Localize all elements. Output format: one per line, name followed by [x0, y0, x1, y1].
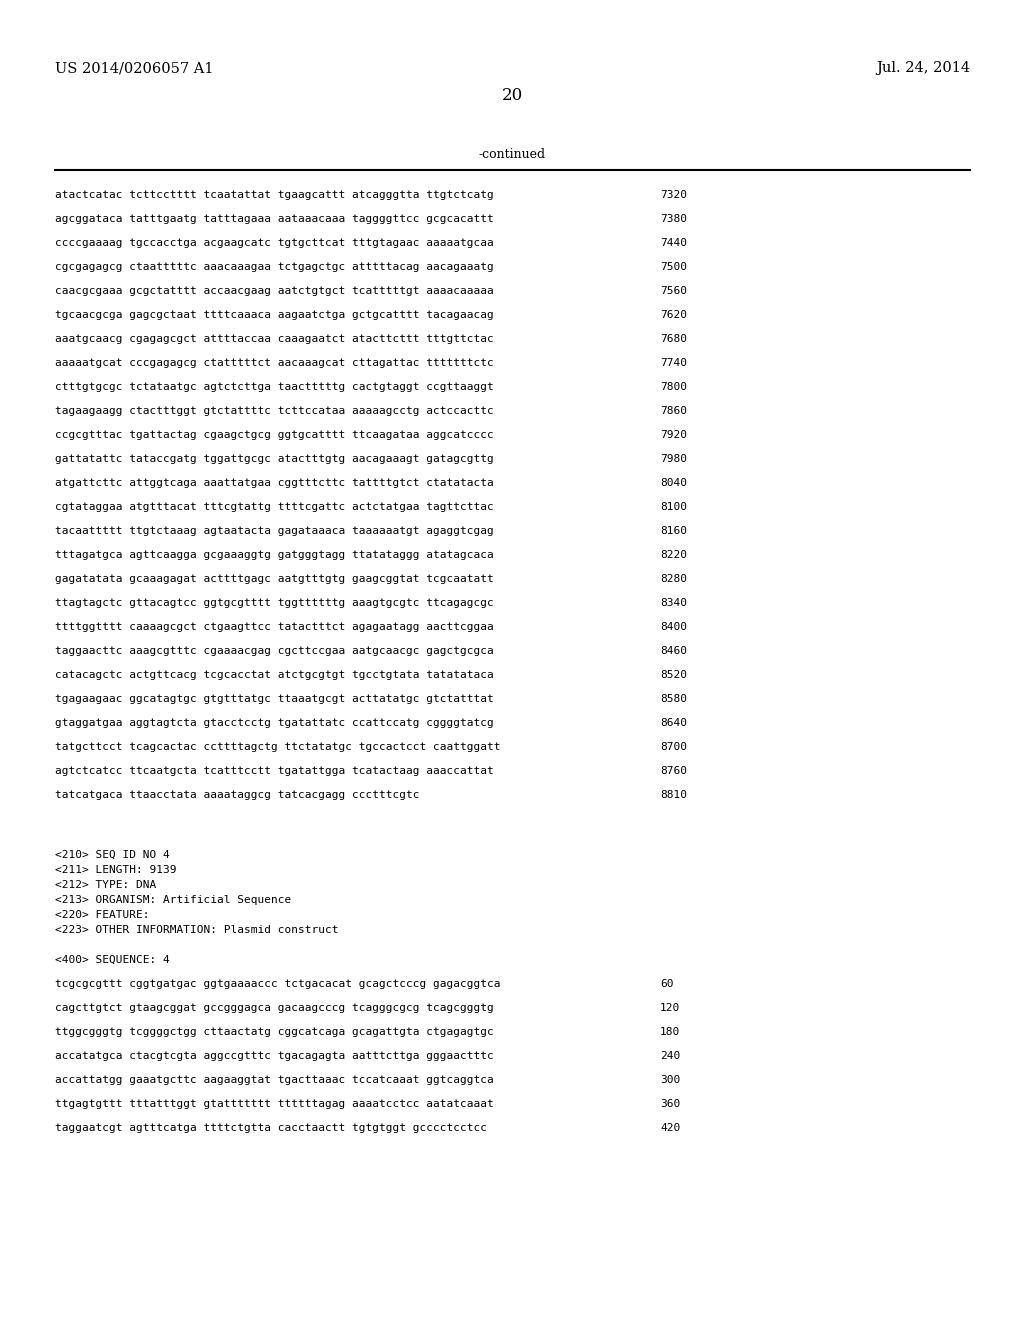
- Text: 180: 180: [660, 1027, 680, 1038]
- Text: taggaatcgt agtttcatga ttttctgtta cacctaactt tgtgtggt gcccctcctcc: taggaatcgt agtttcatga ttttctgtta cacctaa…: [55, 1123, 487, 1133]
- Text: <400> SEQUENCE: 4: <400> SEQUENCE: 4: [55, 954, 170, 965]
- Text: agtctcatcc ttcaatgcta tcatttcctt tgatattgga tcatactaag aaaccattat: agtctcatcc ttcaatgcta tcatttcctt tgatatt…: [55, 766, 494, 776]
- Text: 7740: 7740: [660, 358, 687, 368]
- Text: <212> TYPE: DNA: <212> TYPE: DNA: [55, 880, 157, 890]
- Text: 8340: 8340: [660, 598, 687, 609]
- Text: 8520: 8520: [660, 671, 687, 680]
- Text: 7920: 7920: [660, 430, 687, 440]
- Text: caacgcgaaa gcgctatttt accaacgaag aatctgtgct tcatttttgt aaaacaaaaa: caacgcgaaa gcgctatttt accaacgaag aatctgt…: [55, 286, 494, 296]
- Text: 8280: 8280: [660, 574, 687, 583]
- Text: Jul. 24, 2014: Jul. 24, 2014: [876, 61, 970, 75]
- Text: 300: 300: [660, 1074, 680, 1085]
- Text: tgcaacgcga gagcgctaat ttttcaaaca aagaatctga gctgcatttt tacagaacag: tgcaacgcga gagcgctaat ttttcaaaca aagaatc…: [55, 310, 494, 319]
- Text: 7800: 7800: [660, 381, 687, 392]
- Text: ccccgaaaag tgccacctga acgaagcatc tgtgcttcat tttgtagaac aaaaatgcaa: ccccgaaaag tgccacctga acgaagcatc tgtgctt…: [55, 238, 494, 248]
- Text: atactcatac tcttcctttt tcaatattat tgaagcattt atcagggtta ttgtctcatg: atactcatac tcttcctttt tcaatattat tgaagca…: [55, 190, 494, 201]
- Text: ttttggtttt caaaagcgct ctgaagttcc tatactttct agagaatagg aacttcggaa: ttttggtttt caaaagcgct ctgaagttcc tatactt…: [55, 622, 494, 632]
- Text: aaatgcaacg cgagagcgct attttaccaa caaagaatct atacttcttt tttgttctac: aaatgcaacg cgagagcgct attttaccaa caaagaa…: [55, 334, 494, 345]
- Text: 8040: 8040: [660, 478, 687, 488]
- Text: -continued: -continued: [478, 149, 546, 161]
- Text: <210> SEQ ID NO 4: <210> SEQ ID NO 4: [55, 850, 170, 861]
- Text: ccgcgtttac tgattactag cgaagctgcg ggtgcatttt ttcaagataa aggcatcccc: ccgcgtttac tgattactag cgaagctgcg ggtgcat…: [55, 430, 494, 440]
- Text: <211> LENGTH: 9139: <211> LENGTH: 9139: [55, 865, 176, 875]
- Text: 7380: 7380: [660, 214, 687, 224]
- Text: tacaattttt ttgtctaaag agtaatacta gagataaaca taaaaaatgt agaggtcgag: tacaattttt ttgtctaaag agtaatacta gagataa…: [55, 525, 494, 536]
- Text: 7620: 7620: [660, 310, 687, 319]
- Text: 8700: 8700: [660, 742, 687, 752]
- Text: 8220: 8220: [660, 550, 687, 560]
- Text: 120: 120: [660, 1003, 680, 1012]
- Text: <220> FEATURE:: <220> FEATURE:: [55, 909, 150, 920]
- Text: cgcgagagcg ctaatttttc aaacaaagaa tctgagctgc atttttacag aacagaaatg: cgcgagagcg ctaatttttc aaacaaagaa tctgagc…: [55, 261, 494, 272]
- Text: 7440: 7440: [660, 238, 687, 248]
- Text: 8160: 8160: [660, 525, 687, 536]
- Text: ctttgtgcgc tctataatgc agtctcttga taactttttg cactgtaggt ccgttaaggt: ctttgtgcgc tctataatgc agtctcttga taacttt…: [55, 381, 494, 392]
- Text: 8580: 8580: [660, 694, 687, 704]
- Text: 360: 360: [660, 1100, 680, 1109]
- Text: cagcttgtct gtaagcggat gccgggagca gacaagcccg tcagggcgcg tcagcgggtg: cagcttgtct gtaagcggat gccgggagca gacaagc…: [55, 1003, 494, 1012]
- Text: ttggcgggtg tcggggctgg cttaactatg cggcatcaga gcagattgta ctgagagtgc: ttggcgggtg tcggggctgg cttaactatg cggcatc…: [55, 1027, 494, 1038]
- Text: 7980: 7980: [660, 454, 687, 465]
- Text: aaaaatgcat cccgagagcg ctatttttct aacaaagcat cttagattac tttttttctc: aaaaatgcat cccgagagcg ctatttttct aacaaag…: [55, 358, 494, 368]
- Text: 7320: 7320: [660, 190, 687, 201]
- Text: tgagaagaac ggcatagtgc gtgtttatgc ttaaatgcgt acttatatgc gtctatttat: tgagaagaac ggcatagtgc gtgtttatgc ttaaatg…: [55, 694, 494, 704]
- Text: 7500: 7500: [660, 261, 687, 272]
- Text: 20: 20: [502, 87, 522, 103]
- Text: 7680: 7680: [660, 334, 687, 345]
- Text: 7860: 7860: [660, 407, 687, 416]
- Text: tagaagaagg ctactttggt gtctattttc tcttccataa aaaaagcctg actccacttc: tagaagaagg ctactttggt gtctattttc tcttcca…: [55, 407, 494, 416]
- Text: 240: 240: [660, 1051, 680, 1061]
- Text: 8760: 8760: [660, 766, 687, 776]
- Text: gattatattc tataccgatg tggattgcgc atactttgtg aacagaaagt gatagcgttg: gattatattc tataccgatg tggattgcgc atacttt…: [55, 454, 494, 465]
- Text: gtaggatgaa aggtagtcta gtacctcctg tgatattatc ccattccatg cggggtatcg: gtaggatgaa aggtagtcta gtacctcctg tgatatt…: [55, 718, 494, 729]
- Text: taggaacttc aaagcgtttc cgaaaacgag cgcttccgaa aatgcaacgc gagctgcgca: taggaacttc aaagcgtttc cgaaaacgag cgcttcc…: [55, 645, 494, 656]
- Text: 8100: 8100: [660, 502, 687, 512]
- Text: accatatgca ctacgtcgta aggccgtttc tgacagagta aatttcttga gggaactttc: accatatgca ctacgtcgta aggccgtttc tgacaga…: [55, 1051, 494, 1061]
- Text: <223> OTHER INFORMATION: Plasmid construct: <223> OTHER INFORMATION: Plasmid constru…: [55, 925, 339, 935]
- Text: tttagatgca agttcaagga gcgaaaggtg gatgggtagg ttatataggg atatagcaca: tttagatgca agttcaagga gcgaaaggtg gatgggt…: [55, 550, 494, 560]
- Text: 60: 60: [660, 979, 674, 989]
- Text: 8810: 8810: [660, 789, 687, 800]
- Text: 420: 420: [660, 1123, 680, 1133]
- Text: gagatatata gcaaagagat acttttgagc aatgtttgtg gaagcggtat tcgcaatatt: gagatatata gcaaagagat acttttgagc aatgttt…: [55, 574, 494, 583]
- Text: US 2014/0206057 A1: US 2014/0206057 A1: [55, 61, 213, 75]
- Text: cgtataggaa atgtttacat tttcgtattg ttttcgattc actctatgaa tagttcttac: cgtataggaa atgtttacat tttcgtattg ttttcga…: [55, 502, 494, 512]
- Text: tcgcgcgttt cggtgatgac ggtgaaaaccc tctgacacat gcagctcccg gagacggtca: tcgcgcgttt cggtgatgac ggtgaaaaccc tctgac…: [55, 979, 501, 989]
- Text: 8460: 8460: [660, 645, 687, 656]
- Text: agcggataca tatttgaatg tatttagaaa aataaacaaa taggggttcc gcgcacattt: agcggataca tatttgaatg tatttagaaa aataaac…: [55, 214, 494, 224]
- Text: 7560: 7560: [660, 286, 687, 296]
- Text: 8640: 8640: [660, 718, 687, 729]
- Text: 8400: 8400: [660, 622, 687, 632]
- Text: ttgagtgttt tttatttggt gtattttttt ttttttagag aaaatcctcc aatatcaaat: ttgagtgttt tttatttggt gtattttttt tttttta…: [55, 1100, 494, 1109]
- Text: <213> ORGANISM: Artificial Sequence: <213> ORGANISM: Artificial Sequence: [55, 895, 291, 906]
- Text: ttagtagctc gttacagtcc ggtgcgtttt tggttttttg aaagtgcgtc ttcagagcgc: ttagtagctc gttacagtcc ggtgcgtttt tggtttt…: [55, 598, 494, 609]
- Text: accattatgg gaaatgcttc aagaaggtat tgacttaaac tccatcaaat ggtcaggtca: accattatgg gaaatgcttc aagaaggtat tgactta…: [55, 1074, 494, 1085]
- Text: tatgcttcct tcagcactac ccttttagctg ttctatatgc tgccactcct caattggatt: tatgcttcct tcagcactac ccttttagctg ttctat…: [55, 742, 501, 752]
- Text: atgattcttc attggtcaga aaattatgaa cggtttcttc tattttgtct ctatatacta: atgattcttc attggtcaga aaattatgaa cggtttc…: [55, 478, 494, 488]
- Text: tatcatgaca ttaacctata aaaataggcg tatcacgagg ccctttcgtc: tatcatgaca ttaacctata aaaataggcg tatcacg…: [55, 789, 420, 800]
- Text: catacagctc actgttcacg tcgcacctat atctgcgtgt tgcctgtata tatatataca: catacagctc actgttcacg tcgcacctat atctgcg…: [55, 671, 494, 680]
